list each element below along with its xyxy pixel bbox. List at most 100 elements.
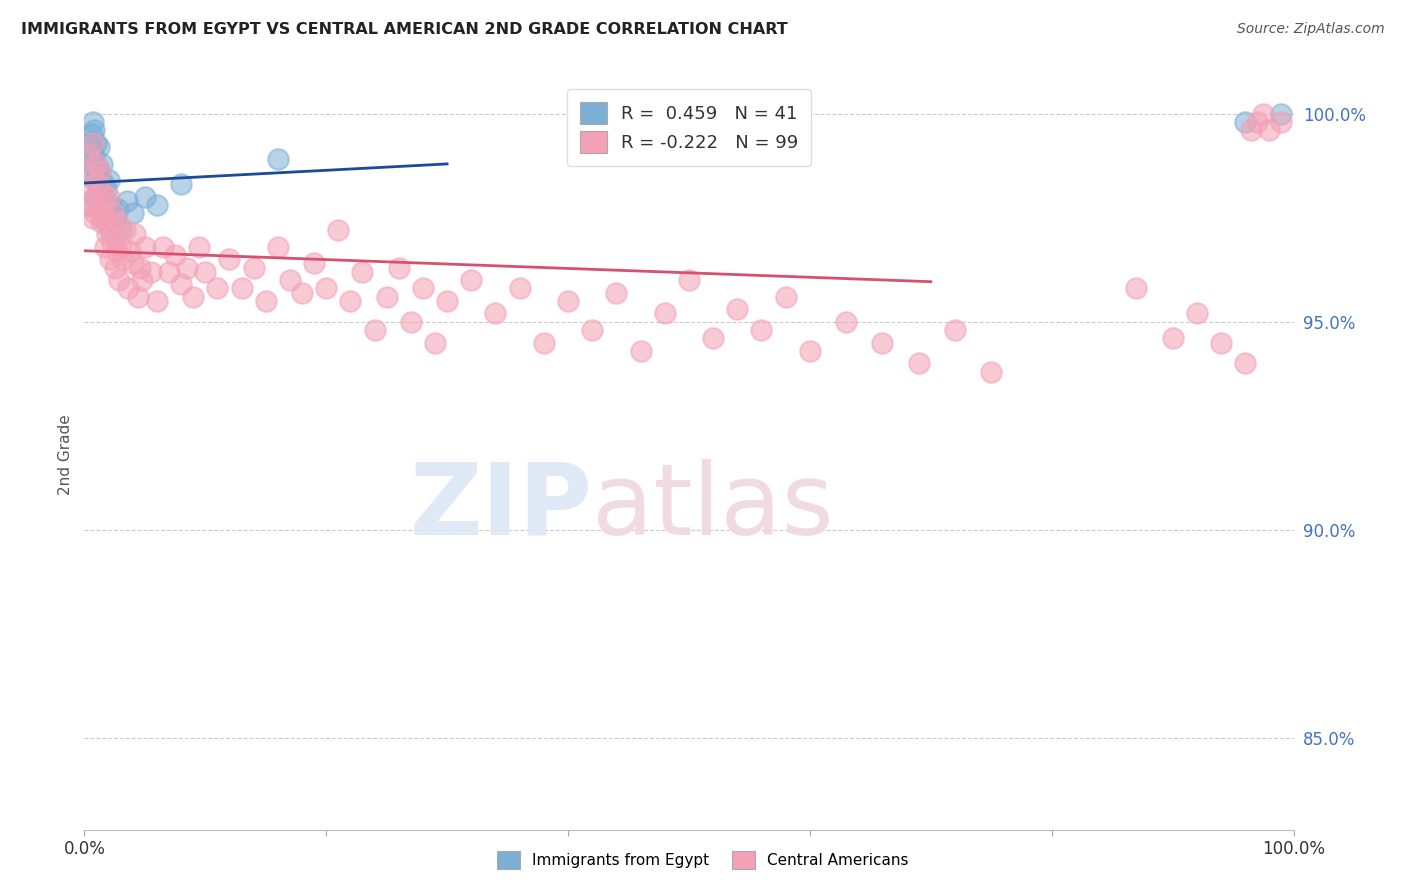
Point: [302, 256, 325, 270]
Point: [83, 123, 105, 137]
Point: [82, 136, 104, 150]
Point: [157, 265, 180, 279]
Point: [423, 335, 446, 350]
Point: [87, 202, 110, 217]
Point: [194, 265, 217, 279]
Point: [363, 323, 385, 337]
Point: [93, 198, 115, 212]
Point: [97, 173, 120, 187]
Point: [872, 335, 894, 350]
Point: [1234, 115, 1257, 129]
Point: [315, 281, 337, 295]
Point: [375, 290, 398, 304]
Point: [436, 293, 458, 308]
Point: [509, 281, 531, 295]
Point: [170, 277, 193, 292]
Point: [1246, 115, 1268, 129]
Point: [339, 293, 361, 308]
Point: [460, 273, 482, 287]
Point: [388, 260, 411, 275]
Point: [127, 290, 149, 304]
Point: [1185, 306, 1208, 320]
Point: [84, 156, 107, 170]
Point: [799, 343, 821, 358]
Point: [254, 293, 277, 308]
Point: [82, 211, 104, 225]
Point: [80, 169, 103, 183]
Point: [533, 335, 555, 350]
Point: [231, 281, 253, 295]
Point: [115, 194, 138, 208]
Point: [170, 178, 193, 192]
Point: [134, 240, 156, 254]
Point: [77, 181, 100, 195]
Point: [907, 356, 929, 370]
Point: [86, 190, 108, 204]
Point: [399, 315, 422, 329]
Point: [110, 223, 132, 237]
Point: [146, 293, 169, 308]
Point: [557, 293, 579, 308]
Point: [91, 156, 114, 170]
Point: [89, 169, 111, 183]
Point: [1258, 123, 1281, 137]
Point: [751, 323, 773, 337]
Point: [86, 178, 108, 192]
Point: [100, 219, 122, 233]
Point: [678, 273, 700, 287]
Point: [107, 215, 129, 229]
Point: [581, 323, 603, 337]
Point: [86, 156, 108, 170]
Point: [86, 161, 108, 175]
Point: [87, 202, 110, 217]
Point: [1270, 115, 1292, 129]
Point: [1234, 356, 1257, 370]
Point: [352, 265, 374, 279]
Point: [79, 156, 101, 170]
Text: Source: ZipAtlas.com: Source: ZipAtlas.com: [1237, 22, 1385, 37]
Point: [97, 190, 120, 204]
Point: [980, 365, 1002, 379]
Point: [79, 198, 101, 212]
Point: [1270, 106, 1292, 120]
Point: [242, 260, 264, 275]
Point: [131, 273, 153, 287]
Point: [943, 323, 966, 337]
Point: [146, 198, 169, 212]
Point: [605, 285, 627, 300]
Point: [104, 211, 127, 225]
Point: [165, 248, 187, 262]
Point: [94, 181, 117, 195]
Point: [82, 115, 104, 129]
Point: [107, 202, 129, 217]
Point: [96, 227, 118, 242]
Point: [84, 206, 107, 220]
Point: [84, 173, 107, 187]
Point: [835, 315, 858, 329]
Point: [176, 260, 198, 275]
Point: [82, 136, 104, 150]
Point: [86, 136, 108, 150]
Point: [630, 343, 652, 358]
Point: [181, 290, 204, 304]
Point: [484, 306, 506, 320]
Point: [775, 290, 797, 304]
Point: [94, 198, 117, 212]
Point: [114, 223, 136, 237]
Point: [98, 252, 121, 267]
Point: [129, 260, 152, 275]
Point: [134, 190, 156, 204]
Point: [188, 240, 211, 254]
Point: [94, 240, 117, 254]
Point: [91, 186, 114, 200]
Point: [702, 331, 724, 345]
Y-axis label: 2nd Grade: 2nd Grade: [58, 415, 73, 495]
Point: [725, 302, 748, 317]
Legend: R =  0.459   N = 41, R = -0.222   N = 99: R = 0.459 N = 41, R = -0.222 N = 99: [567, 89, 811, 166]
Point: [90, 215, 112, 229]
Point: [89, 165, 111, 179]
Point: [98, 223, 121, 237]
Point: [120, 244, 142, 258]
Point: [96, 206, 118, 220]
Point: [1253, 106, 1275, 120]
